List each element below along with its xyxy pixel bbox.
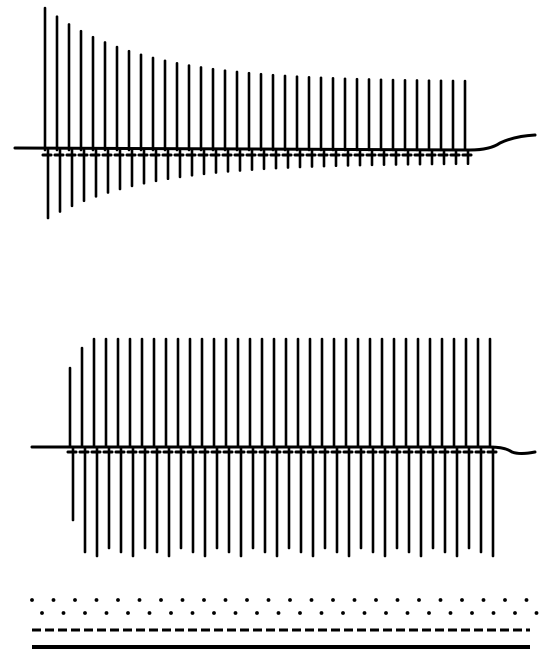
- marker-dot: [384, 611, 388, 615]
- marker-dot: [298, 611, 302, 615]
- marker-dot: [427, 611, 431, 615]
- marker-dot: [352, 598, 357, 602]
- marker-dot: [73, 598, 77, 602]
- marker-dot: [255, 611, 259, 615]
- marker-dot: [61, 611, 66, 615]
- marker-dot: [534, 611, 539, 615]
- marker-dot: [288, 598, 292, 602]
- top-trace: [13, 6, 537, 220]
- marker-dot: [147, 611, 152, 615]
- marker-dot: [374, 598, 378, 602]
- marker-dot: [438, 598, 443, 602]
- time-markers: [30, 598, 539, 615]
- marker-dot: [233, 611, 238, 615]
- marker-dot: [51, 598, 56, 602]
- marker-dot: [276, 611, 281, 615]
- bottom-trace: [30, 337, 537, 558]
- marker-dot: [460, 598, 464, 602]
- marker-dot: [223, 598, 228, 602]
- marker-dot: [417, 598, 421, 602]
- baseline: [30, 445, 537, 455]
- marker-dot: [190, 611, 195, 615]
- marker-dot: [83, 611, 87, 615]
- marker-dot: [331, 598, 335, 602]
- marker-dot: [245, 598, 249, 602]
- marker-dot: [513, 611, 517, 615]
- marker-dot: [212, 611, 216, 615]
- marker-dot: [448, 611, 453, 615]
- marker-dot: [30, 598, 34, 602]
- marker-dot: [491, 611, 496, 615]
- marker-dot: [40, 611, 44, 615]
- baseline: [13, 133, 537, 152]
- marker-dot: [395, 598, 400, 602]
- marker-dot: [202, 598, 206, 602]
- marker-dot: [266, 598, 271, 602]
- marker-dot: [137, 598, 142, 602]
- marker-dot: [319, 611, 324, 615]
- marker-dot: [503, 598, 507, 602]
- marker-dot: [116, 598, 120, 602]
- marker-dot: [309, 598, 314, 602]
- marker-dot: [169, 611, 173, 615]
- marker-dot: [481, 598, 486, 602]
- marker-dot: [126, 611, 130, 615]
- marker-dot: [180, 598, 185, 602]
- marker-dot: [159, 598, 163, 602]
- marker-dot: [405, 611, 410, 615]
- marker-dot: [470, 611, 474, 615]
- marker-dot: [94, 598, 99, 602]
- marker-dot: [341, 611, 345, 615]
- marker-dot: [524, 598, 529, 602]
- marker-dot: [362, 611, 367, 615]
- marker-dot: [104, 611, 109, 615]
